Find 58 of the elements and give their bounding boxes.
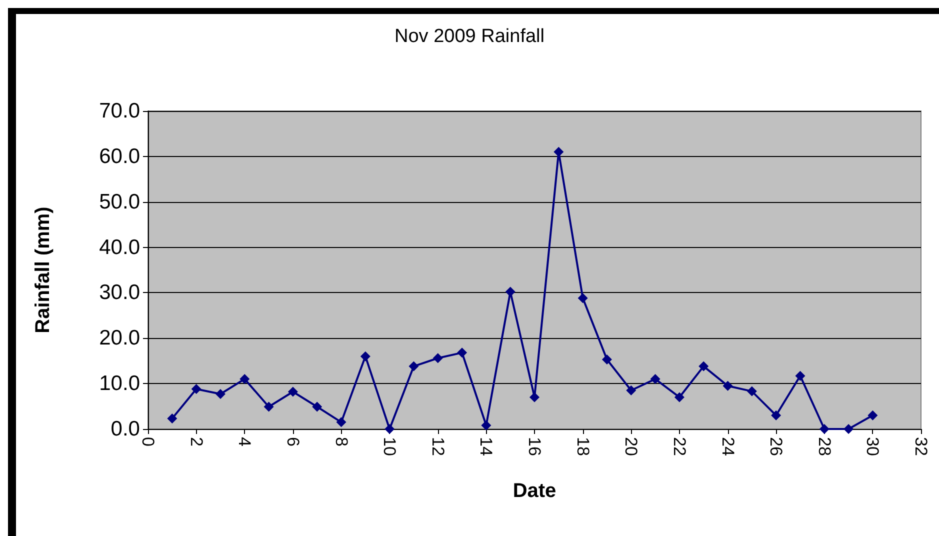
point: [771, 410, 782, 420]
x-tick-label: 18: [573, 437, 592, 456]
point: [457, 348, 468, 358]
y-axis-title: Rainfall (mm): [32, 206, 54, 334]
x-tick-label: 0: [138, 437, 158, 446]
x-tick-label: 12: [428, 437, 448, 456]
point: [408, 361, 419, 372]
point: [530, 392, 540, 402]
chart-title: Nov 2009 Rainfall: [394, 26, 544, 47]
x-axis-title: Date: [512, 480, 556, 502]
y-tick-label: 40.0: [99, 236, 140, 259]
x-tick-label: 30: [863, 437, 882, 456]
point: [578, 293, 588, 304]
y-tick-label: 0.0: [110, 418, 140, 440]
point: [602, 354, 612, 364]
y-tick-label: 70.0: [99, 100, 140, 122]
point: [191, 384, 202, 394]
x-tick-label: 20: [622, 437, 641, 456]
y-tick-label: 30.0: [99, 281, 140, 304]
point: [167, 414, 178, 424]
x-tick-label: 16: [525, 437, 544, 456]
point: [336, 417, 346, 428]
x-tick-label: 2: [186, 437, 206, 446]
point: [215, 389, 226, 400]
point: [698, 361, 709, 372]
point: [868, 410, 878, 420]
x-tick-label: 4: [235, 437, 254, 446]
x-tick-label: 8: [332, 437, 351, 446]
point: [795, 370, 806, 381]
point: [650, 374, 660, 384]
x-tick-label: 28: [814, 437, 834, 456]
point: [722, 380, 733, 391]
point: [312, 402, 322, 412]
point: [746, 386, 757, 396]
x-tick-label: 6: [283, 437, 302, 446]
point: [819, 424, 830, 434]
point: [554, 146, 564, 157]
point: [240, 374, 250, 384]
x-tick-label: 22: [670, 437, 689, 456]
point: [288, 386, 298, 397]
point: [844, 424, 854, 434]
x-tick-label: 14: [476, 437, 496, 456]
point: [384, 424, 395, 434]
y-tick-label: 60.0: [99, 144, 140, 168]
x-tick-label: 10: [380, 437, 400, 456]
point: [432, 353, 443, 364]
x-tick-label: 24: [718, 437, 738, 456]
point: [481, 420, 492, 430]
point: [360, 351, 370, 362]
y-tick-label: 50.0: [99, 190, 140, 214]
x-tick-label: 26: [766, 437, 786, 456]
point: [505, 286, 516, 297]
point: [626, 385, 636, 396]
y-tick-label: 10.0: [99, 372, 140, 396]
point: [674, 392, 684, 402]
x-tick-label: 32: [912, 437, 930, 456]
point: [264, 402, 274, 412]
y-tick-label: 20.0: [99, 326, 140, 350]
